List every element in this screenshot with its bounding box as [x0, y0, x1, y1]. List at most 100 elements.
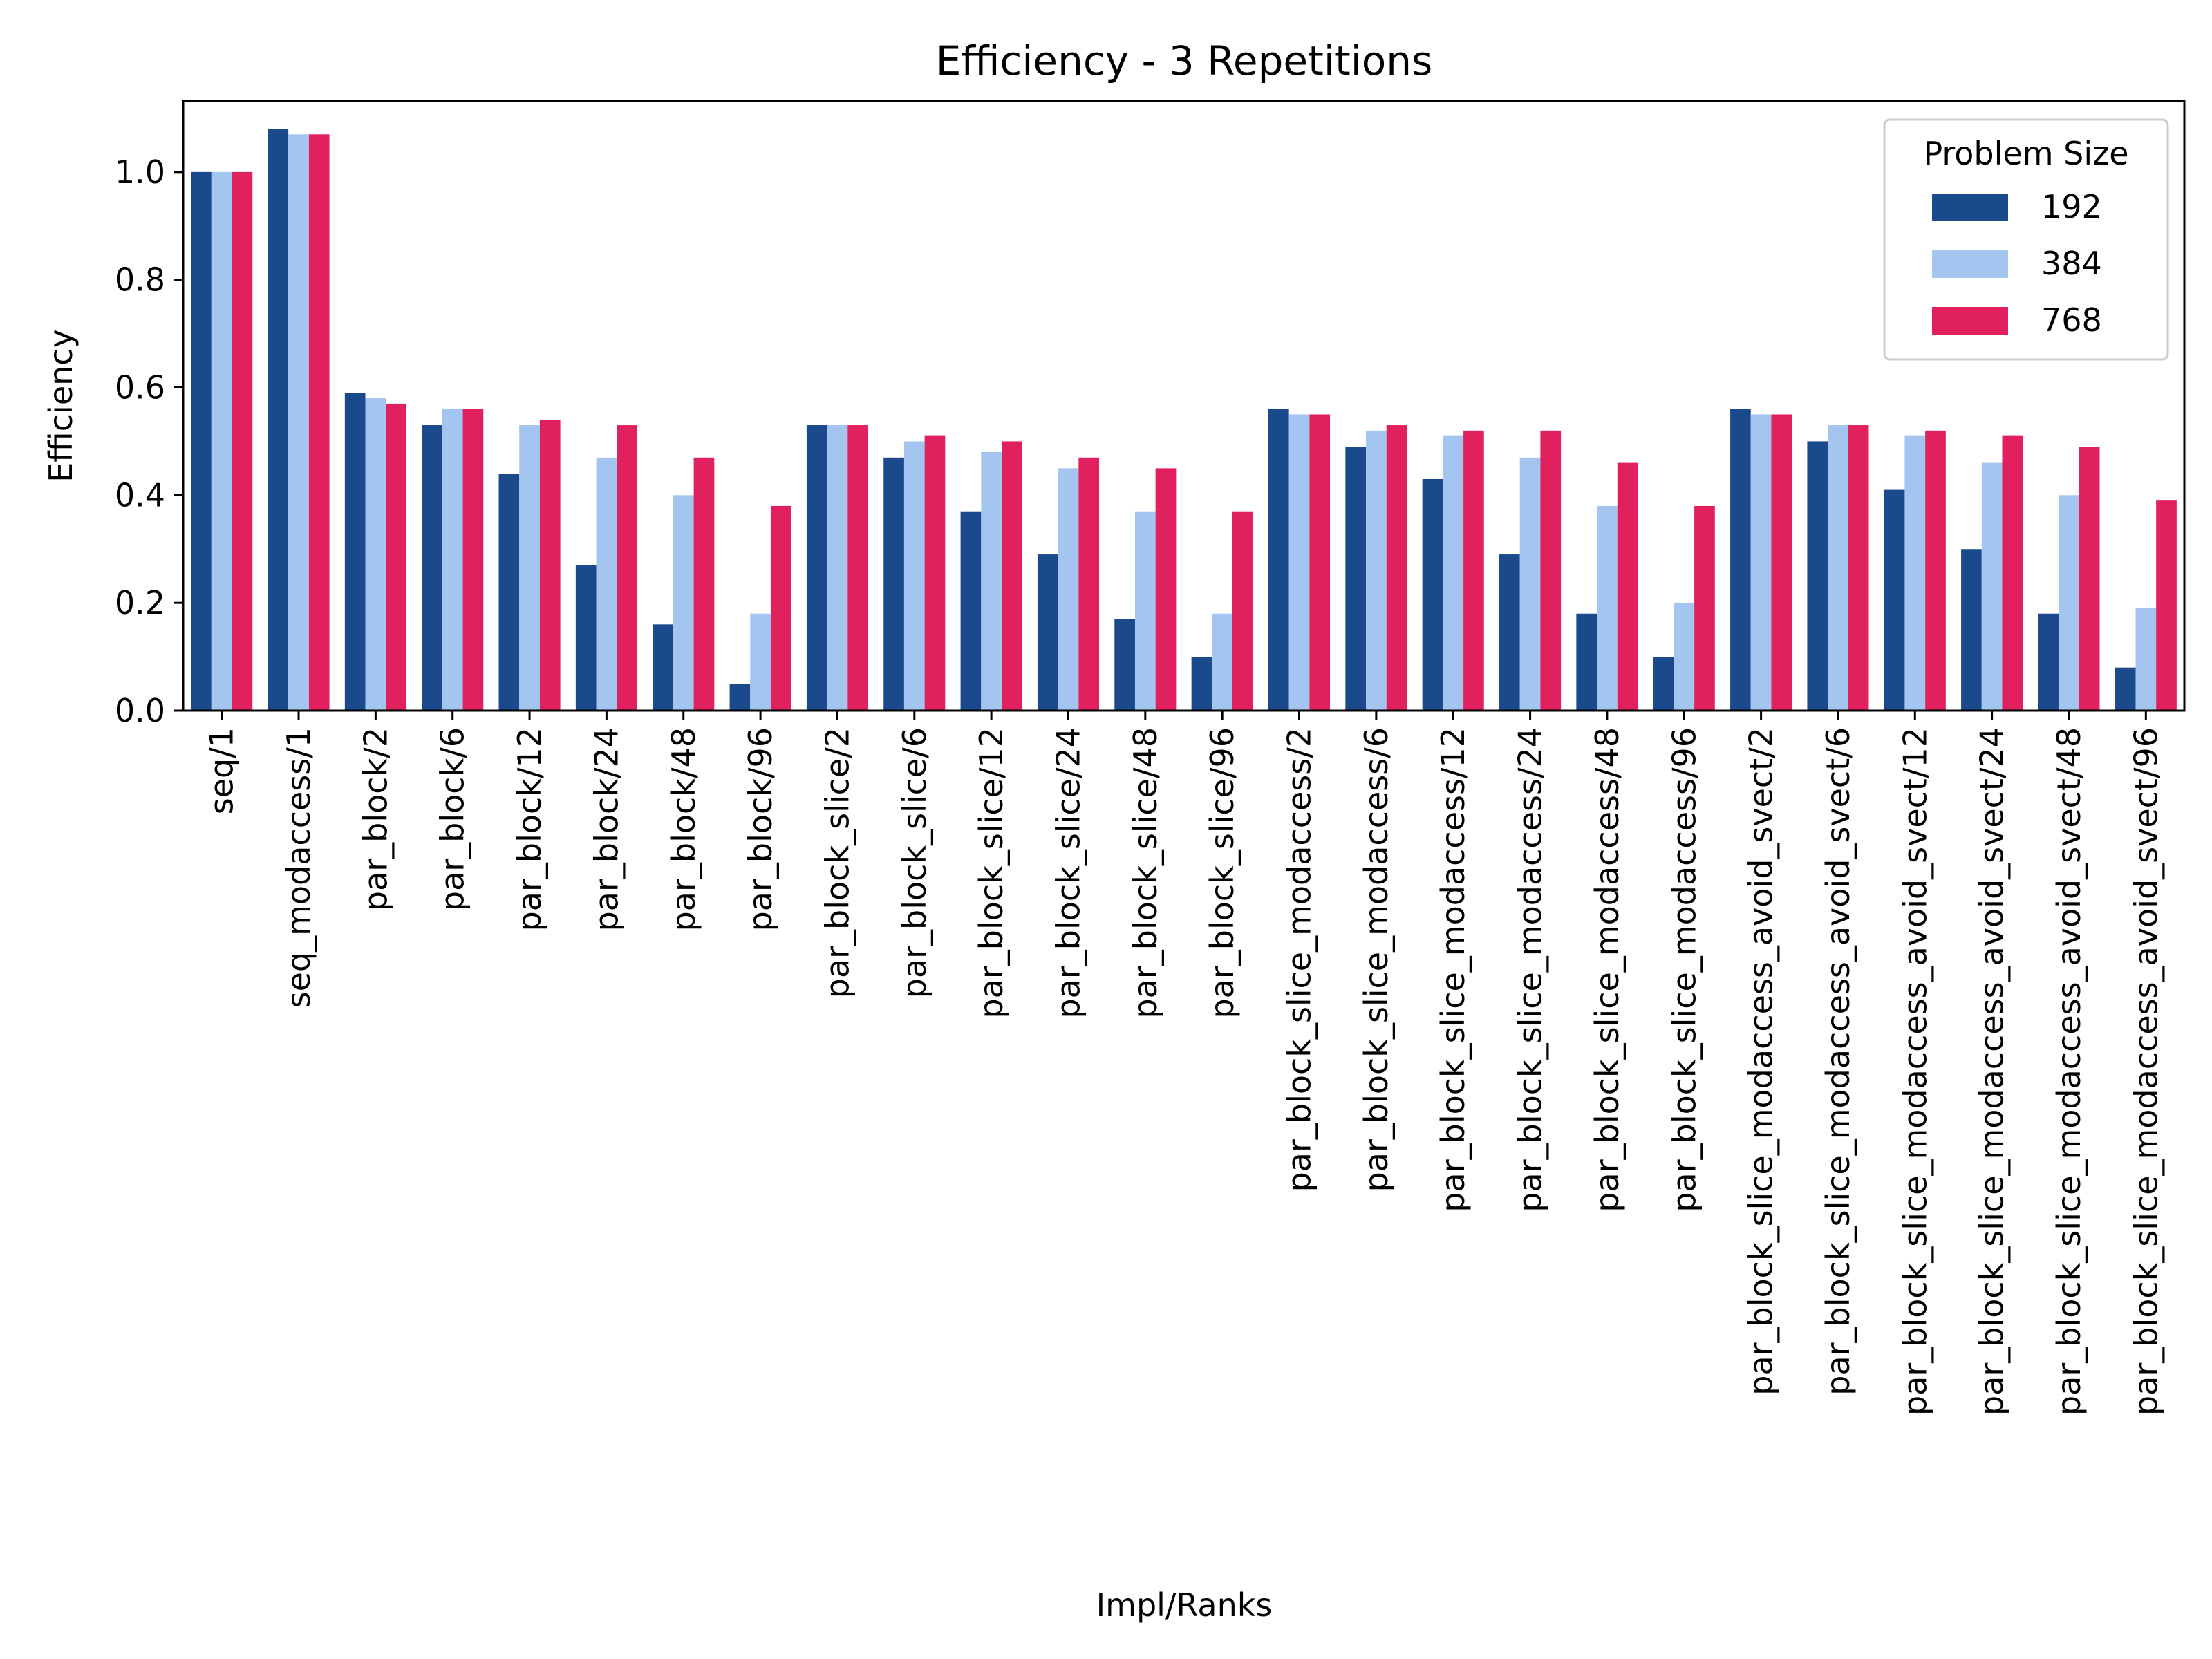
bar-192-par_block_slice/2 — [806, 425, 827, 711]
bar-768-seq/1 — [232, 171, 253, 711]
x-tick-label: par_block_slice_modaccess_avoid_svect/6 — [1819, 727, 1857, 1396]
bar-384-par_block_slice_modaccess/6 — [1366, 430, 1387, 711]
bar-384-par_block/48 — [673, 495, 694, 711]
x-tick-label: seq/1 — [203, 727, 241, 814]
bar-768-par_block_slice/2 — [847, 425, 868, 711]
bar-384-seq/1 — [211, 171, 232, 711]
x-tick-label: par_block_slice_modaccess_avoid_svect/24 — [1974, 727, 2011, 1416]
bar-768-par_block_slice_modaccess/48 — [1617, 462, 1638, 711]
bar-192-par_block/96 — [729, 684, 751, 711]
bar-192-par_block_slice/12 — [960, 511, 982, 711]
bar-192-par_block_slice_modaccess/2 — [1268, 409, 1289, 711]
bar-768-par_block_slice/96 — [1232, 511, 1253, 711]
bar-192-par_block/6 — [422, 425, 442, 711]
bar-384-par_block/2 — [365, 398, 386, 711]
bar-768-par_block/24 — [617, 425, 637, 711]
legend-swatch-768 — [1932, 307, 2008, 335]
bar-192-par_block_slice_modaccess_avoid_svect/12 — [1884, 489, 1905, 711]
bar-192-par_block_slice_modaccess_avoid_svect/24 — [1961, 549, 1982, 711]
x-tick-label: seq_modaccess/1 — [280, 727, 317, 1008]
bar-768-par_block/96 — [770, 505, 791, 711]
bar-192-seq/1 — [191, 171, 212, 711]
x-tick-label: par_block_slice/96 — [1203, 727, 1241, 1019]
legend-title: Problem Size — [1923, 135, 2128, 172]
bar-768-par_block_slice_modaccess/6 — [1386, 425, 1407, 711]
x-tick-label: par_block_slice_modaccess_avoid_svect/48 — [2050, 727, 2088, 1416]
x-tick-label: par_block_slice_modaccess_avoid_svect/96 — [2127, 727, 2164, 1416]
bar-768-par_block/12 — [539, 420, 561, 711]
x-tick-label: par_block_slice/48 — [1127, 727, 1164, 1019]
legend-label-768: 768 — [2041, 301, 2102, 339]
bar-192-par_block_slice/96 — [1191, 657, 1212, 711]
bar-192-par_block_slice_modaccess/24 — [1499, 554, 1520, 711]
bar-192-par_block_slice/6 — [883, 457, 904, 711]
legend-label-384: 384 — [2041, 245, 2102, 282]
bar-384-par_block/6 — [442, 409, 463, 711]
legend-frame — [1883, 118, 2169, 361]
bar-768-par_block_slice/48 — [1155, 468, 1177, 711]
bar-192-par_block_slice_modaccess/48 — [1576, 613, 1597, 711]
bar-768-par_block_slice_modaccess/12 — [1463, 430, 1484, 711]
bar-192-par_block_slice_modaccess_avoid_svect/2 — [1730, 409, 1751, 711]
x-tick-label: par_block_slice_modaccess/24 — [1512, 727, 1549, 1212]
bar-192-par_block_slice_modaccess/6 — [1345, 447, 1367, 711]
bar-192-par_block_slice/48 — [1114, 619, 1135, 711]
y-tick-label: 0.2 — [115, 584, 165, 621]
bar-192-par_block/24 — [575, 565, 597, 711]
bar-192-par_block_slice_modaccess_avoid_svect/6 — [1807, 441, 1828, 711]
x-tick-label: par_block_slice/6 — [896, 727, 933, 998]
y-axis-label: Efficiency — [42, 329, 79, 482]
bar-192-seq_modaccess/1 — [268, 129, 289, 711]
bar-384-par_block_slice/24 — [1058, 468, 1079, 711]
x-tick-label: par_block_slice_modaccess/48 — [1588, 727, 1626, 1212]
bar-384-par_block_slice_modaccess_avoid_svect/24 — [1981, 462, 2003, 711]
bar-768-par_block_slice/12 — [1001, 441, 1022, 711]
x-tick-label: par_block_slice_modaccess/6 — [1358, 727, 1395, 1192]
x-axis-label: Impl/Ranks — [1096, 1586, 1273, 1624]
bar-384-par_block_slice/6 — [903, 441, 925, 711]
bar-768-par_block/2 — [386, 403, 406, 711]
bar-384-par_block_slice/96 — [1212, 613, 1233, 711]
bar-192-par_block/2 — [344, 393, 366, 711]
bar-768-seq_modaccess/1 — [308, 134, 330, 711]
bar-768-par_block_slice_modaccess_avoid_svect/2 — [1771, 414, 1792, 711]
y-axis-ticks: 0.0 0.2 0.4 0.6 0.8 1.0 — [115, 153, 183, 729]
x-tick-label: par_block_slice_modaccess_avoid_svect/12 — [1896, 727, 1933, 1416]
x-tick-label: par_block_slice_modaccess/12 — [1434, 727, 1472, 1212]
legend-label-192: 192 — [2041, 188, 2102, 225]
x-tick-label: par_block_slice_modaccess_avoid_svect/2 — [1743, 727, 1780, 1396]
chart-title: Efficiency - 3 Repetitions — [936, 37, 1433, 84]
bar-768-par_block_slice_modaccess/96 — [1694, 505, 1715, 711]
bar-384-par_block_slice_modaccess/48 — [1597, 505, 1618, 711]
bar-768-par_block/6 — [462, 409, 484, 711]
bar-384-par_block_slice/48 — [1134, 511, 1156, 711]
x-tick-label: par_block_slice_modaccess/96 — [1665, 727, 1703, 1212]
bar-768-par_block_slice_modaccess_avoid_svect/12 — [1925, 430, 1946, 711]
bar-384-seq_modaccess/1 — [288, 134, 309, 711]
bar-192-par_block_slice_modaccess/96 — [1653, 657, 1674, 711]
legend-entries: 192 384 768 — [1932, 188, 2102, 339]
bar-384-par_block/24 — [596, 457, 617, 711]
y-tick-label: 0.4 — [115, 476, 165, 514]
bar-384-par_block_slice_modaccess_avoid_svect/2 — [1750, 414, 1772, 711]
x-tick-label: par_block/2 — [357, 727, 394, 911]
bar-768-par_block_slice/6 — [924, 435, 946, 711]
y-tick-label: 1.0 — [115, 153, 165, 191]
bar-384-par_block/96 — [750, 613, 771, 711]
bar-192-par_block_slice_modaccess_avoid_svect/48 — [2038, 613, 2059, 711]
bar-384-par_block_slice_modaccess/2 — [1288, 414, 1310, 711]
bars-layer — [191, 129, 2177, 711]
bar-384-par_block_slice/12 — [981, 452, 1002, 711]
bar-384-par_block_slice_modaccess_avoid_svect/48 — [2059, 495, 2079, 711]
x-tick-label: par_block_slice/12 — [973, 727, 1010, 1019]
bar-768-par_block_slice_modaccess_avoid_svect/24 — [2002, 435, 2023, 711]
y-tick-label: 0.8 — [115, 261, 165, 299]
bar-384-par_block_slice_modaccess_avoid_svect/96 — [2135, 608, 2157, 711]
bar-384-par_block_slice_modaccess_avoid_svect/12 — [1904, 435, 1926, 711]
x-tick-label: par_block_slice_modaccess/2 — [1281, 727, 1318, 1192]
x-tick-label: par_block/6 — [434, 727, 471, 911]
bar-768-par_block_slice/24 — [1078, 457, 1100, 711]
bar-384-par_block_slice/2 — [827, 425, 848, 711]
bar-384-par_block/12 — [519, 425, 540, 711]
